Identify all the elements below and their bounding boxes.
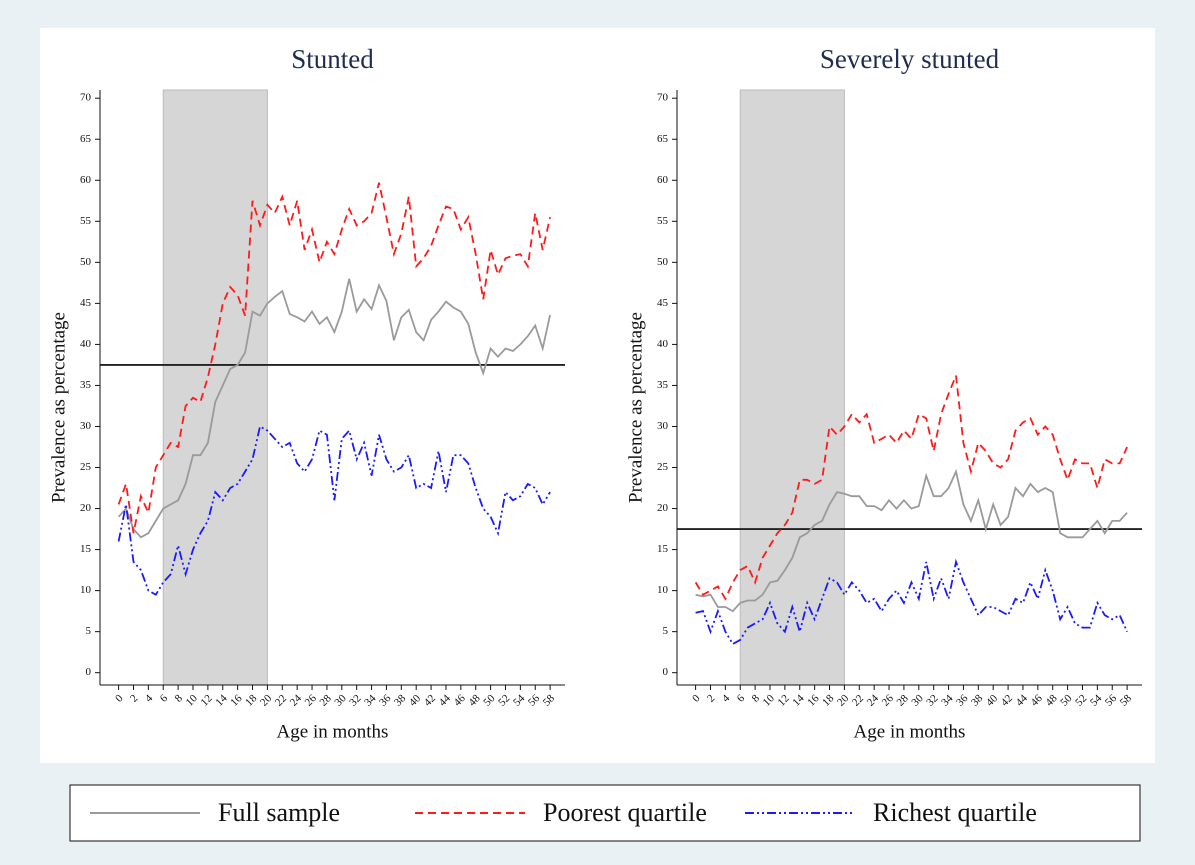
y-tick-label: 65 [657, 133, 669, 145]
y-tick-label: 10 [657, 584, 669, 596]
y-tick-label: 10 [80, 584, 92, 596]
legend-label: Full sample [218, 798, 340, 827]
y-tick-label: 0 [86, 666, 92, 678]
y-tick-label: 40 [657, 338, 669, 350]
chart-title: Severely stunted [820, 44, 1000, 74]
y-axis-label: Prevalence as percentage [625, 312, 646, 503]
y-tick-label: 70 [80, 92, 92, 104]
legend: Full sample Poorest quartile Richest quart… [90, 798, 1037, 827]
y-tick-label: 45 [657, 297, 669, 309]
x-axis-label: Age in months [854, 721, 966, 742]
shaded-window [739, 89, 845, 686]
y-tick-label: 55 [80, 215, 92, 227]
x-axis-label: Age in months [277, 721, 389, 742]
y-tick-label: 30 [80, 420, 92, 432]
y-tick-label: 0 [663, 666, 669, 678]
y-tick-label: 15 [657, 543, 669, 555]
y-tick-label: 5 [86, 625, 92, 637]
y-tick-label: 70 [657, 92, 669, 104]
y-axis-label: Prevalence as percentage [48, 312, 69, 503]
y-tick-label: 25 [80, 461, 92, 473]
y-tick-label: 25 [657, 461, 669, 473]
y-tick-label: 35 [80, 379, 92, 391]
y-tick-label: 15 [80, 543, 92, 555]
y-tick-label: 55 [657, 215, 669, 227]
y-tick-label: 60 [80, 174, 92, 186]
y-tick-label: 30 [657, 420, 669, 432]
y-tick-label: 40 [80, 338, 92, 350]
legend-label: Richest quartile [873, 798, 1037, 827]
y-tick-label: 50 [80, 256, 92, 268]
series-line [117, 278, 551, 539]
series-line [695, 468, 1128, 613]
legend-box [69, 784, 1141, 842]
y-tick-label: 50 [657, 256, 669, 268]
series-line [117, 182, 551, 534]
series-line [695, 558, 1128, 646]
legend-label: Poorest quartile [543, 798, 707, 827]
series-line [117, 425, 551, 596]
y-tick-label: 5 [663, 625, 669, 637]
y-tick-label: 45 [80, 297, 92, 309]
chart-title: Stunted [291, 44, 374, 74]
y-tick-label: 35 [657, 379, 669, 391]
y-tick-label: 65 [80, 133, 92, 145]
y-tick-label: 20 [80, 502, 92, 514]
y-tick-label: 60 [657, 174, 669, 186]
y-tick-label: 20 [657, 502, 669, 514]
shaded-window [162, 89, 268, 686]
